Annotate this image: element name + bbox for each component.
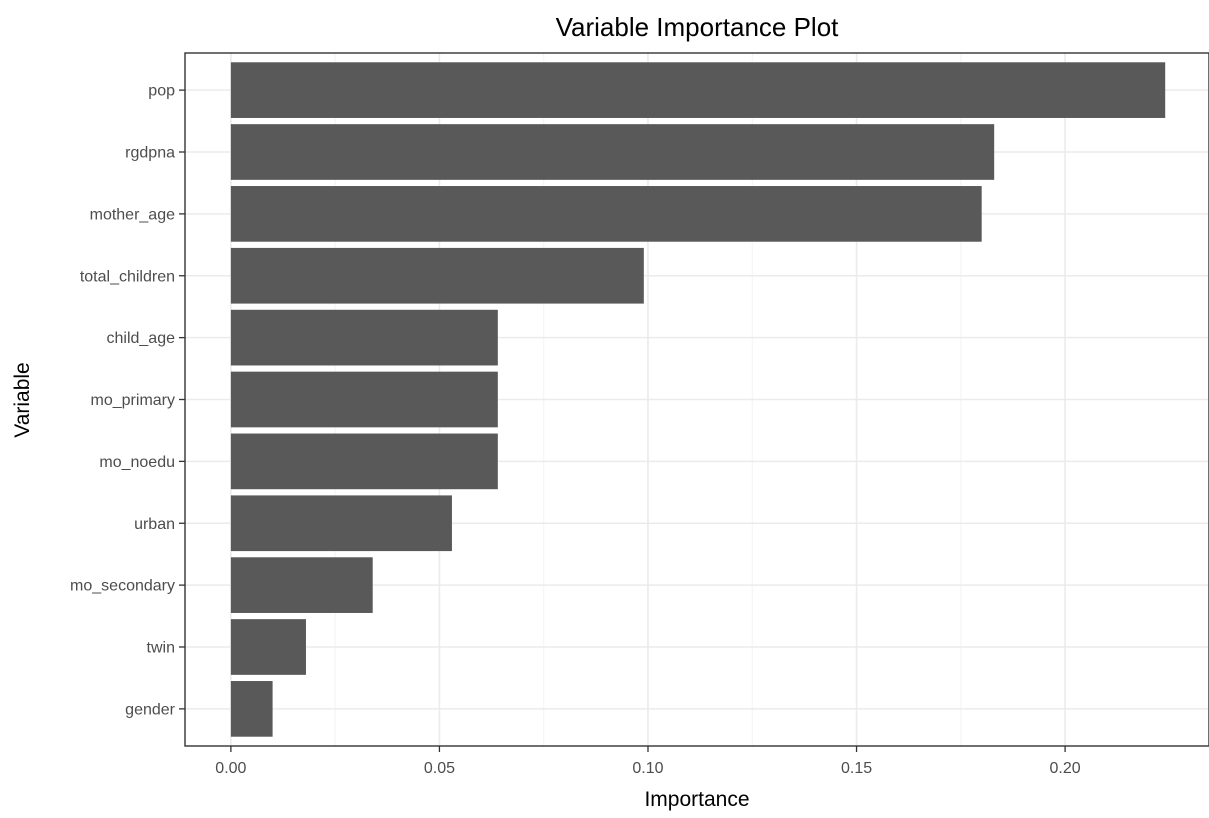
bar-urban [230, 495, 452, 552]
bar-child-age [230, 309, 498, 366]
x-axis: 0.00 0.05 0.10 0.15 0.20 [215, 746, 1081, 777]
bar-pop [230, 62, 1166, 118]
y-tick-label: gender [125, 701, 175, 718]
bar-rgdpna [230, 124, 995, 180]
bar-mo-primary [230, 371, 498, 428]
bar-twin [230, 619, 306, 675]
bar-mo-secondary [230, 557, 373, 613]
x-tick-label: 0.10 [632, 760, 663, 777]
y-tick-label: twin [147, 640, 175, 657]
y-tick-label: pop [148, 83, 175, 100]
x-axis-title: Importance [644, 788, 749, 811]
y-tick-label: child_age [107, 330, 176, 347]
x-tick-label: 0.05 [424, 760, 455, 777]
x-tick-label: 0.20 [1050, 760, 1081, 777]
y-axis-title: Variable [11, 362, 34, 438]
bar-mo-noedu [230, 433, 498, 490]
y-axis: pop rgdpna mother_age total_children child_a… [70, 83, 185, 718]
y-tick-label: rgdpna [125, 145, 175, 162]
y-tick-label: mo_primary [91, 392, 175, 409]
bar-total-children [230, 247, 644, 304]
x-tick-label: 0.15 [841, 760, 872, 777]
bar-mother-age [230, 186, 982, 242]
y-tick-label: mother_age [90, 206, 175, 223]
y-tick-label: total_children [80, 268, 175, 285]
bar-layer [230, 62, 1166, 737]
y-tick-label: mo_noedu [99, 454, 175, 471]
y-tick-label: mo_secondary [70, 578, 175, 595]
bar-gender [230, 681, 273, 737]
chart-title: Variable Importance Plot [556, 12, 840, 42]
x-tick-label: 0.00 [215, 760, 246, 777]
y-tick-label: urban [134, 516, 175, 533]
